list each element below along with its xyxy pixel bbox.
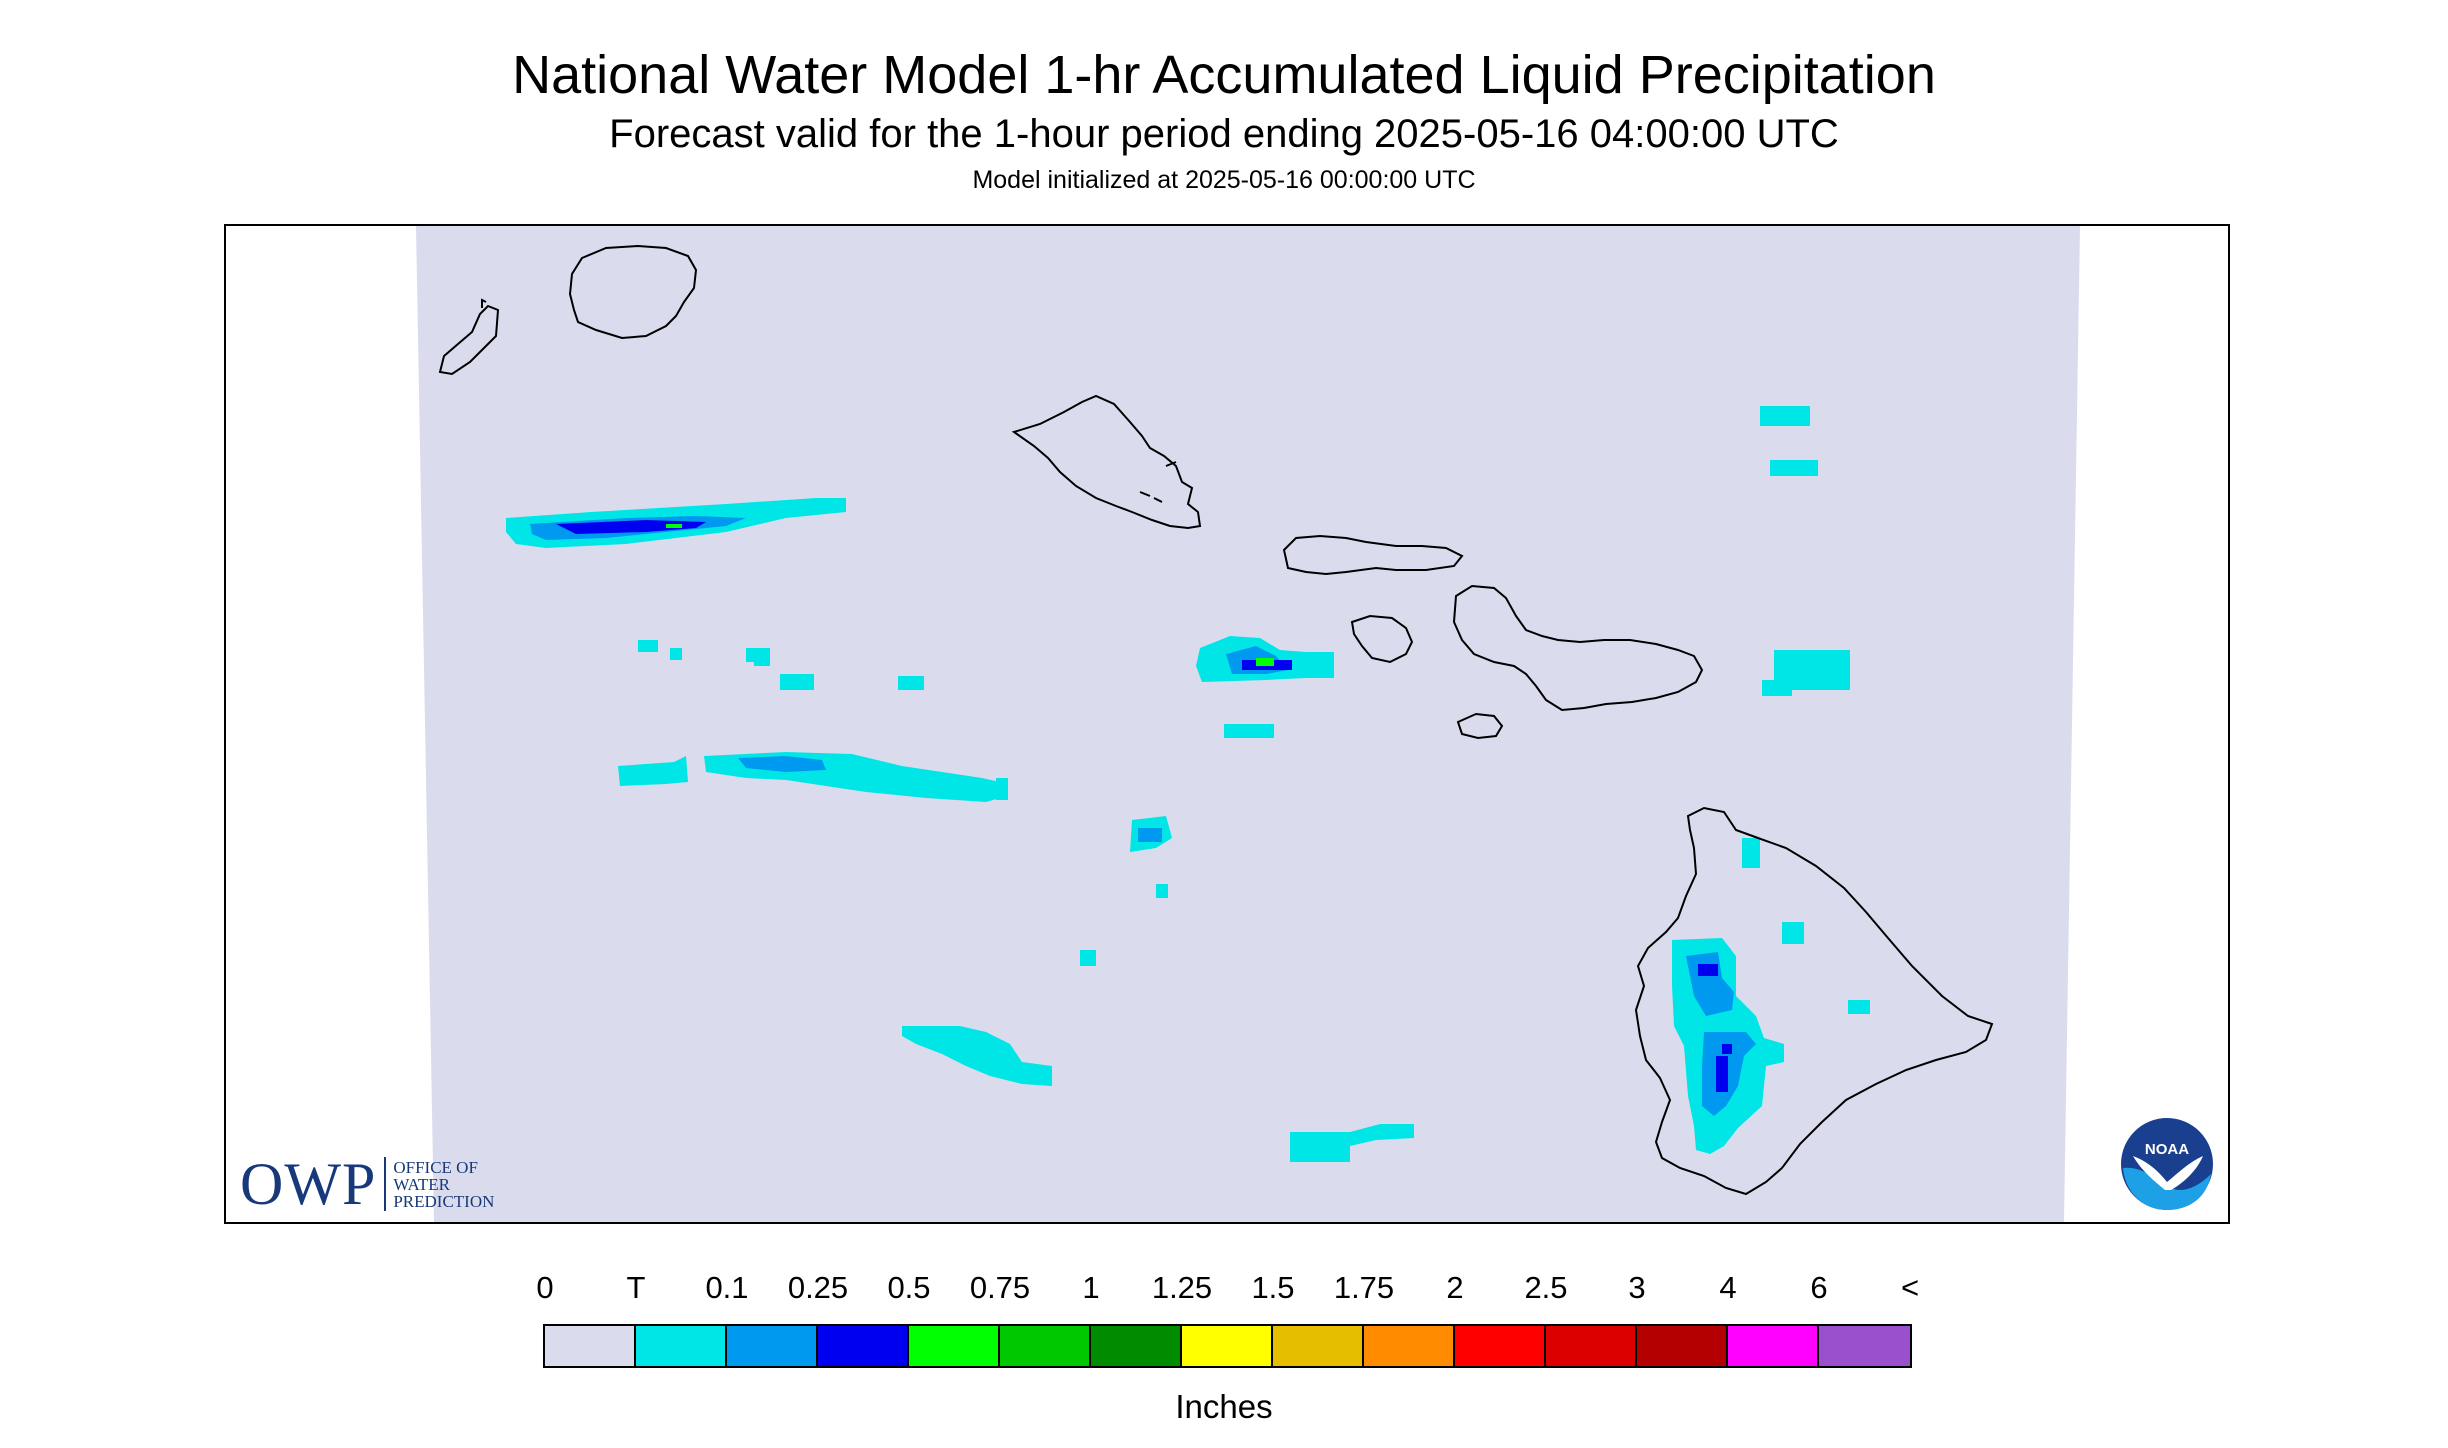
legend-swatch: [1728, 1326, 1819, 1366]
oahu-coastline: [1011, 394, 1202, 530]
kahoolawe-coastline: [1456, 712, 1504, 740]
legend-tick-label: 1.5: [1251, 1270, 1295, 1305]
owp-logo: OWP OFFICE OF WATER PREDICTION: [240, 1151, 494, 1217]
noaa-logo-text: NOAA: [2145, 1141, 2189, 1158]
noaa-logo: NOAA: [2121, 1118, 2213, 1210]
legend-swatch: [1273, 1326, 1364, 1366]
kauai-coastline: [568, 244, 698, 340]
legend-swatch: [636, 1326, 727, 1366]
legend-tick-label: 0.25: [787, 1270, 849, 1305]
lanai-coastline: [1350, 614, 1414, 664]
legend-tick-label: 4: [1719, 1270, 1737, 1305]
legend-swatch: [1364, 1326, 1455, 1366]
map-title: National Water Model 1-hr Accumulated Li…: [512, 45, 1936, 105]
legend-tick-label: 2: [1446, 1270, 1464, 1305]
owp-line-2: WATER: [393, 1174, 451, 1194]
niihau-coastline: [438, 298, 500, 376]
legend-swatch: [1819, 1326, 1910, 1366]
legend-swatch: [818, 1326, 909, 1366]
legend-color-bar: [543, 1324, 1912, 1368]
forecast-valid-subtitle: Forecast valid for the 1-hour period end…: [609, 112, 1839, 156]
legend-swatch: [1546, 1326, 1637, 1366]
legend-tick-label: <: [1900, 1270, 1920, 1305]
owp-line-3: PREDICTION: [393, 1191, 495, 1211]
map-panel: OWP OFFICE OF WATER PREDICTION NOAA: [224, 224, 2230, 1224]
legend-unit-label: Inches: [1175, 1388, 1273, 1425]
legend-swatch: [727, 1326, 818, 1366]
legend-tick-label: 0.5: [887, 1270, 931, 1305]
legend-swatch: [1091, 1326, 1182, 1366]
molokai-coastline: [1282, 534, 1464, 576]
legend-tick-label: 0.1: [705, 1270, 749, 1305]
legend-tick-label: 1.25: [1151, 1270, 1213, 1305]
legend-swatch: [1182, 1326, 1273, 1366]
legend-tick-label: 2.5: [1524, 1270, 1568, 1305]
legend-tick-label: T: [626, 1270, 646, 1305]
owp-line-1: OFFICE OF: [393, 1157, 478, 1177]
legend-tick-labels: 0 T 0.1 0.25 0.5 0.75 1 1.25 1.5 1.75 2 2.5 3 4 6 <: [0, 1270, 2448, 1310]
precipitation-map: [416, 226, 2080, 1222]
owp-wordmark: OWP: [240, 1151, 377, 1217]
legend-swatch: [909, 1326, 1000, 1366]
legend-tick-label: 0.75: [969, 1270, 1031, 1305]
owp-subtext: OFFICE OF WATER PREDICTION: [393, 1159, 494, 1210]
precip-heavy-cells: [666, 524, 1274, 666]
maui-coastline: [1452, 584, 1704, 712]
island-coastlines: [438, 244, 1994, 1196]
legend-swatch: [545, 1326, 636, 1366]
legend-swatch: [1637, 1326, 1728, 1366]
legend-swatch: [1000, 1326, 1091, 1366]
legend-tick-label: 6: [1810, 1270, 1828, 1305]
legend-tick-label: 0: [536, 1270, 554, 1305]
legend-tick-label: 3: [1628, 1270, 1646, 1305]
legend-swatch: [1455, 1326, 1546, 1366]
legend-tick-label: 1.75: [1333, 1270, 1395, 1305]
hawaii-big-island-coastline: [1634, 806, 1994, 1196]
legend-tick-label: 1: [1082, 1270, 1100, 1305]
model-initialized-note: Model initialized at 2025-05-16 00:00:00…: [972, 166, 1476, 194]
owp-divider: [384, 1157, 387, 1211]
